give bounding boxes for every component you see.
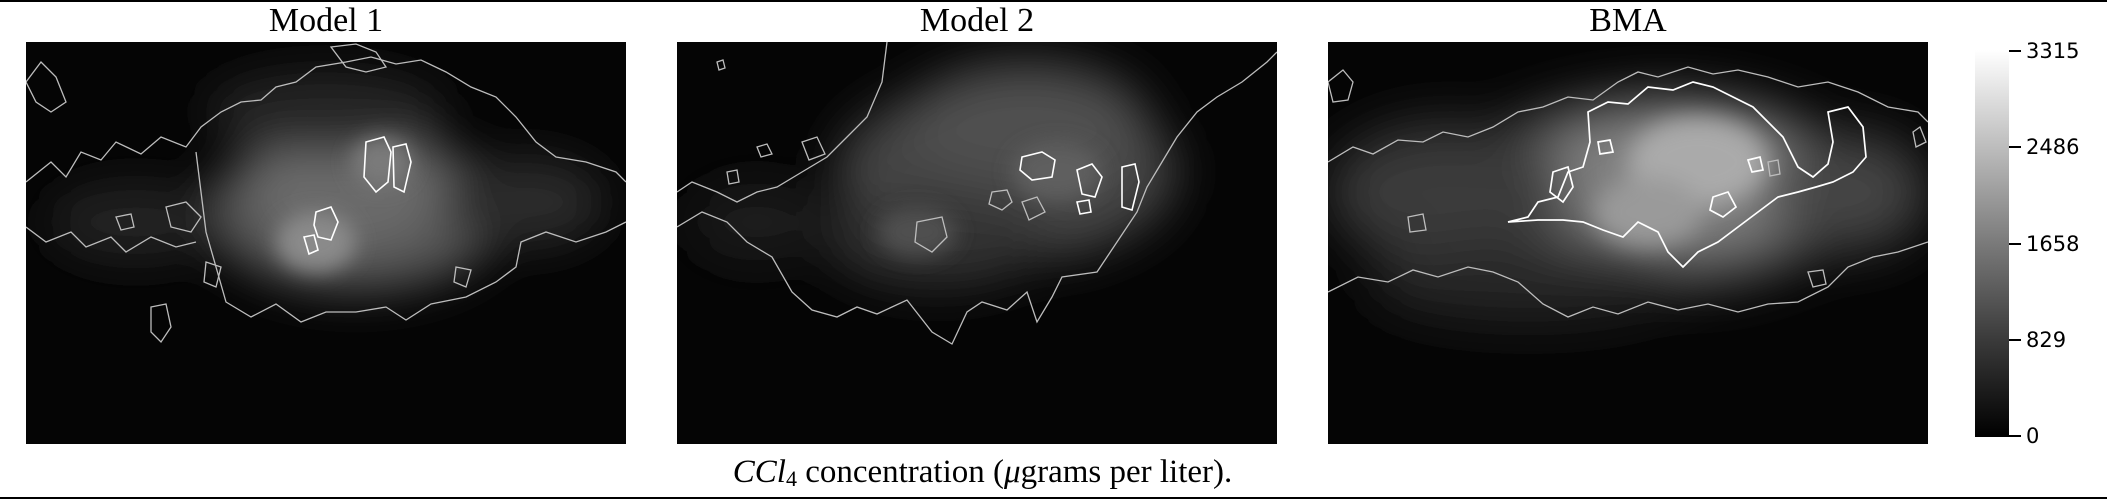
- colorbar-tick-1658: [2009, 243, 2021, 245]
- colorbar-label-0: 0: [2026, 424, 2040, 448]
- contours-high-model-1: [302, 136, 412, 256]
- colorbar-label-3315: 3315: [2026, 39, 2080, 63]
- colorbar-tick-829: [2009, 339, 2021, 341]
- contours-high-bma: [1507, 81, 1867, 269]
- map-bma: [1328, 42, 1928, 444]
- bottom-rule: [0, 497, 2107, 499]
- colorbar-tick-3315: [2009, 50, 2021, 52]
- figure-caption: CCl4 concentration (μgrams per liter).: [0, 452, 1965, 499]
- caption-chem-subscript: 4: [785, 466, 797, 491]
- top-rule: [0, 0, 2107, 2]
- colorbar-label-829: 829: [2026, 328, 2067, 352]
- panel-title-model-1: Model 1: [268, 2, 384, 39]
- caption-text-2: grams per liter).: [1020, 454, 1233, 490]
- colorbar-tick-0: [2009, 435, 2021, 437]
- map-model-1: [26, 42, 626, 444]
- panel-title-bma: BMA: [1589, 2, 1667, 39]
- contours-model-2: [677, 42, 1277, 345]
- colorbar-label-1658: 1658: [2026, 232, 2080, 256]
- colorbar-tick-2486: [2009, 146, 2021, 148]
- panel-title-model-2: Model 2: [919, 2, 1035, 39]
- colorbar: [1975, 50, 2009, 437]
- caption-text-1: concentration (: [796, 454, 1005, 490]
- map-model-2: [677, 42, 1277, 444]
- contours-high-model-2: [1019, 151, 1140, 215]
- caption-mu: μ: [1004, 454, 1021, 490]
- contours-model-1: [26, 43, 626, 344]
- caption-chem-formula: CCl: [732, 454, 786, 490]
- colorbar-label-2486: 2486: [2026, 135, 2080, 159]
- contours-bma: [1328, 66, 1928, 318]
